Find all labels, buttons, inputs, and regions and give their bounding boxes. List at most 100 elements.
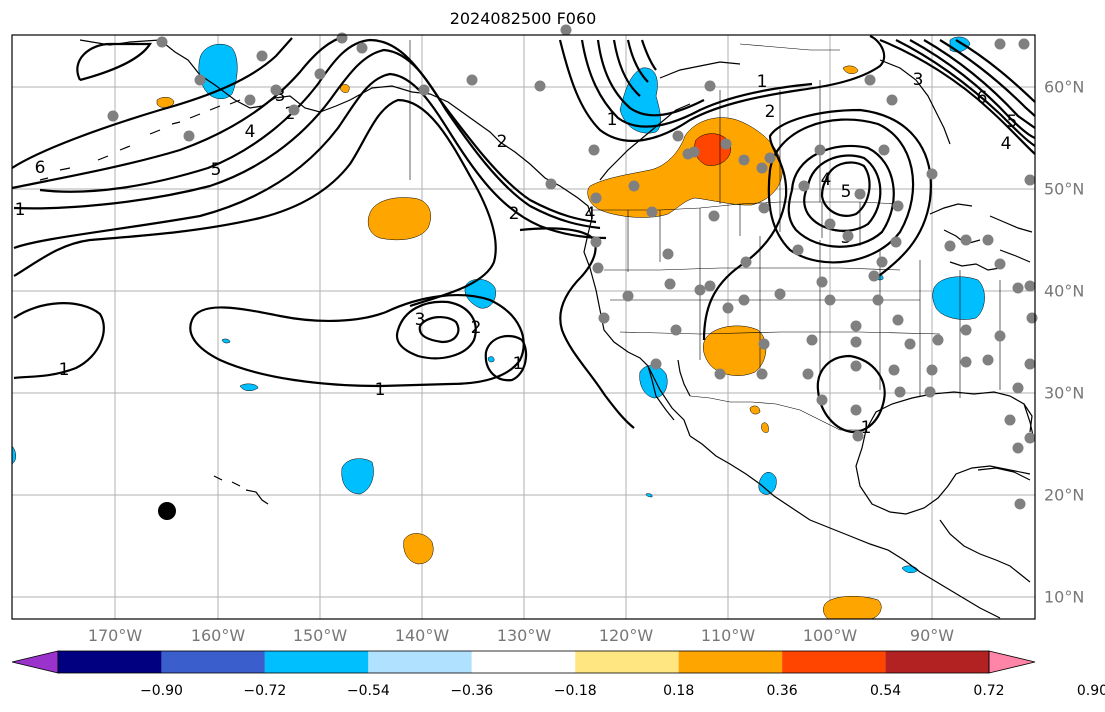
colorbar-segment (58, 651, 162, 673)
contour-label: 5 (841, 182, 852, 202)
colorbar-frame (57, 650, 990, 674)
colorbar-max-extend (988, 650, 1036, 674)
longitude-label: 160°W (190, 626, 246, 645)
latitude-label: 30°N (1044, 383, 1085, 403)
station-dot (534, 80, 546, 92)
contour-ne-6 (879, 38, 1036, 155)
contour-plains-2 (767, 118, 915, 264)
positive-region-arizona (703, 325, 767, 376)
contour-label: 4 (821, 170, 832, 190)
station-dot (774, 288, 786, 300)
station-dot (816, 276, 828, 288)
colorbar-tick-label: −0.90 (139, 683, 183, 699)
contour-label: 3 (415, 310, 426, 330)
station-dot (798, 180, 810, 192)
contour-ridge-1 (13, 98, 497, 308)
station-dot (1024, 358, 1036, 370)
longitude-label: 150°W (292, 626, 348, 645)
contour-pacific-closed-1 (13, 302, 105, 380)
station-dot (982, 354, 994, 366)
station-dot (842, 230, 854, 242)
contour-ne-1 (955, 39, 1036, 103)
coast-gulf (855, 429, 1031, 515)
state-lines (604, 202, 1001, 398)
station-dot (628, 180, 640, 192)
contour-plains-5 (820, 161, 871, 217)
contour-lines (11, 34, 1036, 434)
cyclone-marker (158, 502, 176, 520)
station-dot (183, 130, 195, 142)
negative-region-canada-ne (949, 36, 971, 53)
positive-region-pacific-south (403, 533, 434, 565)
station-dot (1018, 38, 1030, 50)
positive-region-alaska-small (156, 97, 175, 108)
station-dot (722, 302, 734, 314)
contour-ca-1 (519, 227, 635, 429)
contour-canada-2 (580, 39, 813, 128)
station-dot (662, 248, 674, 260)
station-dot (960, 356, 972, 368)
contour-label: 4 (585, 204, 596, 224)
negative-region-mexico-west (758, 472, 777, 495)
contour-label: 1 (375, 380, 386, 400)
contour-west-3 (13, 48, 601, 230)
negative-region-ca-small (487, 356, 495, 363)
contour-label: 6 (977, 88, 988, 108)
coast-hawaii (213, 475, 269, 505)
latitude-label: 50°N (1044, 179, 1085, 199)
contour-label: 2 (471, 318, 482, 338)
latitude-label: 40°N (1044, 281, 1085, 301)
negative-region-pacific-dot (221, 338, 231, 344)
colorbar-segment (161, 651, 265, 673)
contour-canada-6 (640, 39, 657, 71)
positive-region-core (694, 133, 731, 166)
contour-pacific-3-closed (395, 300, 477, 360)
coastlines (39, 39, 1035, 619)
contour-label: 3 (913, 70, 924, 90)
station-dot (792, 244, 804, 256)
station-dot (890, 236, 902, 248)
station-dot (664, 278, 676, 290)
contour-label: 2 (509, 204, 520, 224)
latitude-label: 10°N (1044, 587, 1085, 607)
positive-region-gulf-alaska-small (340, 84, 350, 93)
coast-cuba (977, 467, 1031, 481)
station-dot (244, 94, 256, 106)
contour-plains-1 (702, 108, 932, 341)
contour-label: 1 (757, 72, 768, 92)
station-dot (646, 206, 658, 218)
station-dot (756, 162, 768, 174)
negative-region-hawaii-ne (341, 458, 374, 495)
station-dot (107, 110, 119, 122)
station-dot (592, 262, 604, 274)
contour-label: 6 (35, 158, 46, 178)
colorbar-segment (885, 651, 989, 673)
positive-region-canada-small (842, 65, 859, 74)
station-dot (758, 202, 770, 214)
station-dot (926, 168, 938, 180)
contour-canada-3 (596, 39, 705, 117)
colorbar-tick-label: −0.18 (553, 683, 597, 699)
station-dot (892, 314, 904, 326)
contour-label: 2 (285, 104, 296, 124)
station-dot (816, 394, 828, 406)
contour-ca-closed-1 (484, 334, 528, 382)
station-dot (314, 68, 326, 80)
colorbar-tick-label: 0.18 (663, 683, 695, 699)
contour-label: 5 (1007, 112, 1018, 132)
station-dot (270, 84, 282, 96)
contour-ne-2 (939, 39, 1036, 117)
station-dot (994, 38, 1006, 50)
station-dot (994, 258, 1006, 270)
colorbar-tick-label: 0.72 (973, 683, 1005, 699)
contour-gulf-1 (816, 354, 886, 434)
station-dot (802, 368, 814, 380)
station-dot (622, 290, 634, 302)
station-dot (892, 200, 904, 212)
colorbar-segment (368, 651, 472, 673)
station-dot (994, 330, 1006, 342)
station-dot (704, 80, 716, 92)
colorbar-tick-label: 0.36 (766, 683, 798, 699)
contour-canada-1 (558, 34, 886, 142)
station-dot (336, 32, 348, 44)
